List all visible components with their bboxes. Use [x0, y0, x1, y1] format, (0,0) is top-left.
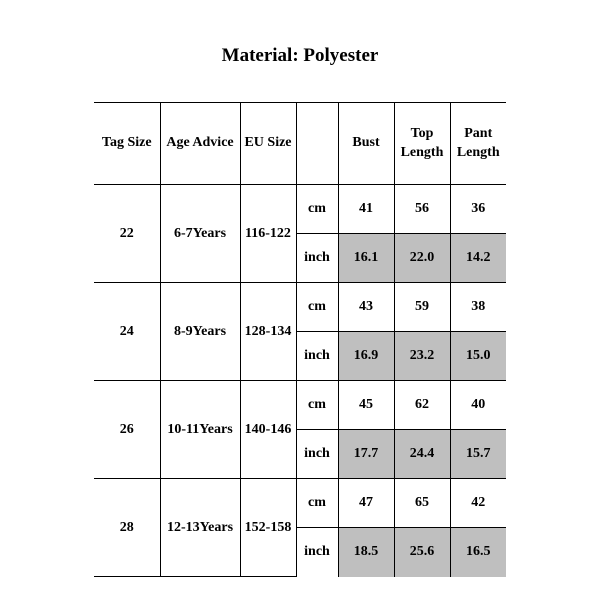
cell-eu: 116-122	[240, 185, 296, 283]
cell-tag: 26	[94, 381, 160, 479]
cell-tag: 22	[94, 185, 160, 283]
cell-bust: 16.9	[338, 332, 394, 381]
cell-pant: 42	[450, 479, 506, 528]
cell-bust: 45	[338, 381, 394, 430]
cell-age: 8-9Years	[160, 283, 240, 381]
cell-tag: 28	[94, 479, 160, 577]
cell-pant: 16.5	[450, 528, 506, 577]
cell-unit: inch	[296, 528, 338, 577]
table-row: 28 12-13Years 152-158 cm 47 65 42	[94, 479, 506, 528]
cell-eu: 152-158	[240, 479, 296, 577]
cell-pant: 15.7	[450, 430, 506, 479]
size-table: Tag Size Age Advice EU Size Bust TopLeng…	[94, 102, 506, 577]
cell-bust: 18.5	[338, 528, 394, 577]
cell-pant: 36	[450, 185, 506, 234]
col-age-advice: Age Advice	[160, 103, 240, 185]
cell-unit: cm	[296, 479, 338, 528]
table-row: 24 8-9Years 128-134 cm 43 59 38	[94, 283, 506, 332]
cell-bust: 47	[338, 479, 394, 528]
cell-eu: 128-134	[240, 283, 296, 381]
cell-pant: 15.0	[450, 332, 506, 381]
cell-tag: 24	[94, 283, 160, 381]
col-eu-size: EU Size	[240, 103, 296, 185]
table-row: 26 10-11Years 140-146 cm 45 62 40	[94, 381, 506, 430]
cell-top: 24.4	[394, 430, 450, 479]
cell-top: 22.0	[394, 234, 450, 283]
cell-pant: 14.2	[450, 234, 506, 283]
cell-eu: 140-146	[240, 381, 296, 479]
cell-unit: inch	[296, 430, 338, 479]
cell-top: 62	[394, 381, 450, 430]
cell-bust: 16.1	[338, 234, 394, 283]
cell-pant: 38	[450, 283, 506, 332]
table-row: 22 6-7Years 116-122 cm 41 56 36	[94, 185, 506, 234]
cell-unit: cm	[296, 381, 338, 430]
cell-bust: 17.7	[338, 430, 394, 479]
cell-pant: 40	[450, 381, 506, 430]
cell-top: 23.2	[394, 332, 450, 381]
col-unit	[296, 103, 338, 185]
col-bust: Bust	[338, 103, 394, 185]
cell-unit: inch	[296, 332, 338, 381]
cell-top: 59	[394, 283, 450, 332]
cell-age: 10-11Years	[160, 381, 240, 479]
col-tag-size: Tag Size	[94, 103, 160, 185]
cell-unit: inch	[296, 234, 338, 283]
page-container: Material: Polyester Tag Size Age Advice …	[0, 0, 600, 600]
cell-bust: 41	[338, 185, 394, 234]
cell-age: 12-13Years	[160, 479, 240, 577]
cell-top: 25.6	[394, 528, 450, 577]
cell-unit: cm	[296, 185, 338, 234]
col-pant-length: PantLength	[450, 103, 506, 185]
cell-top: 56	[394, 185, 450, 234]
cell-bust: 43	[338, 283, 394, 332]
col-top-length: TopLength	[394, 103, 450, 185]
cell-unit: cm	[296, 283, 338, 332]
cell-age: 6-7Years	[160, 185, 240, 283]
cell-top: 65	[394, 479, 450, 528]
page-title: Material: Polyester	[0, 45, 600, 67]
table-header-row: Tag Size Age Advice EU Size Bust TopLeng…	[94, 103, 506, 185]
